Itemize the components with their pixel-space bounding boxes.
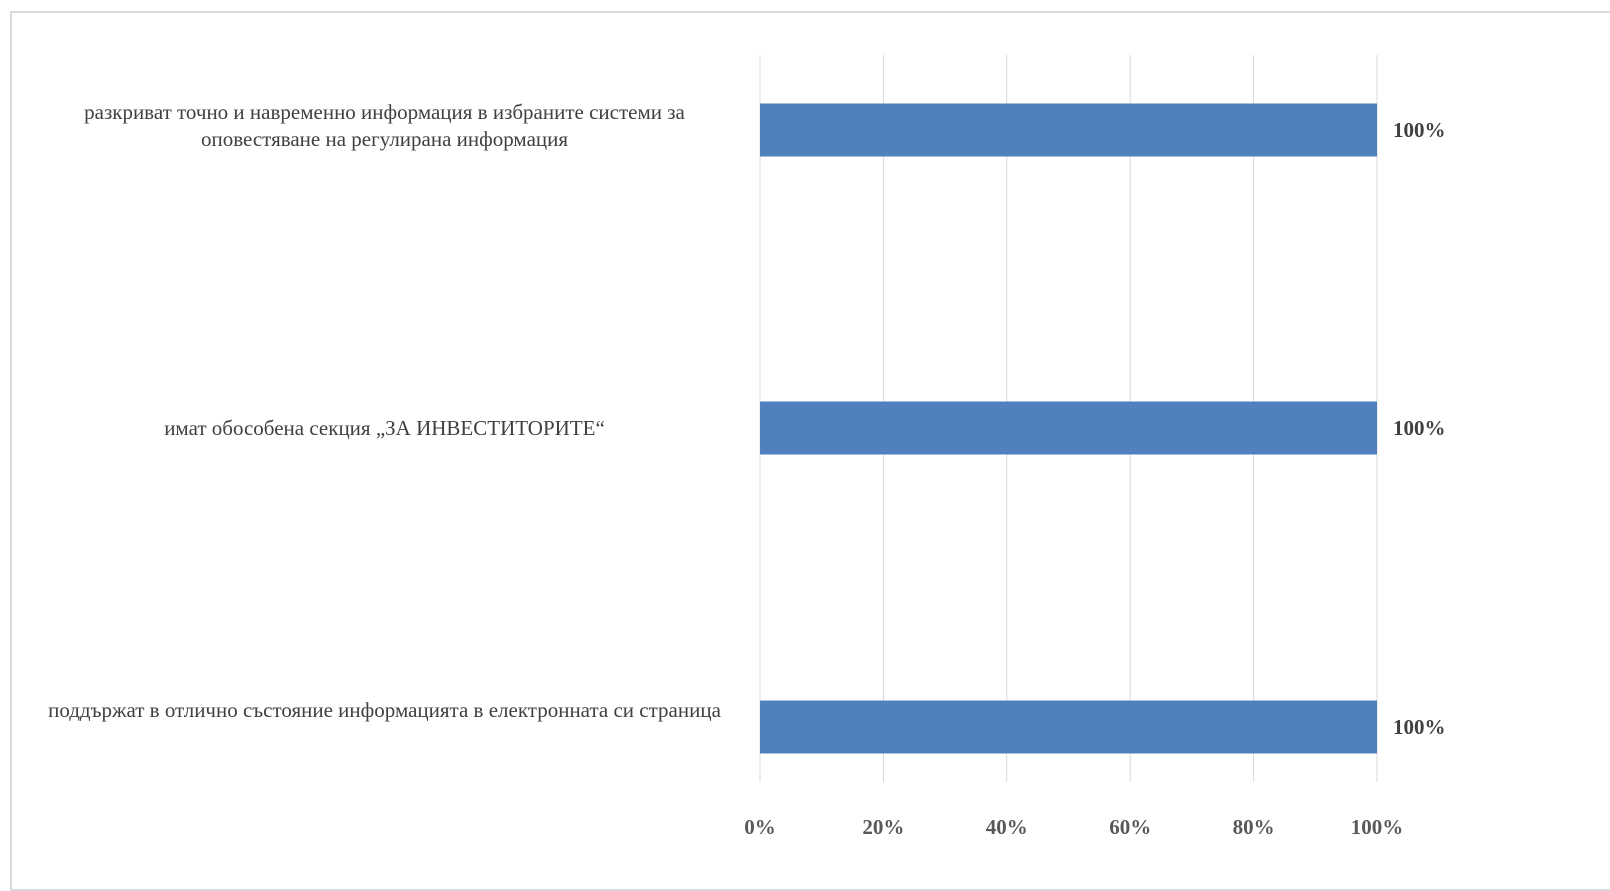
category-label-0: разкриват точно и навременно информация … <box>84 100 685 151</box>
x-tick-label-2: 40% <box>986 815 1028 839</box>
x-tick-label-3: 60% <box>1109 815 1151 839</box>
x-tick-label-0: 0% <box>744 815 776 839</box>
x-tick-label-4: 80% <box>1233 815 1275 839</box>
data-label-1: 100% <box>1393 416 1446 440</box>
bar-2 <box>760 700 1377 754</box>
data-label-2: 100% <box>1393 715 1446 739</box>
x-tick-label-5: 100% <box>1351 815 1404 839</box>
x-tick-label-1: 20% <box>862 815 904 839</box>
category-label-1: имат обособена секция „ЗА ИНВЕСТИТОРИТЕ“ <box>164 416 605 440</box>
data-label-0: 100% <box>1393 118 1446 142</box>
bar-1 <box>760 401 1377 455</box>
category-label-2: поддържат в отлично състояние информация… <box>48 698 721 722</box>
bar-0 <box>760 103 1377 157</box>
